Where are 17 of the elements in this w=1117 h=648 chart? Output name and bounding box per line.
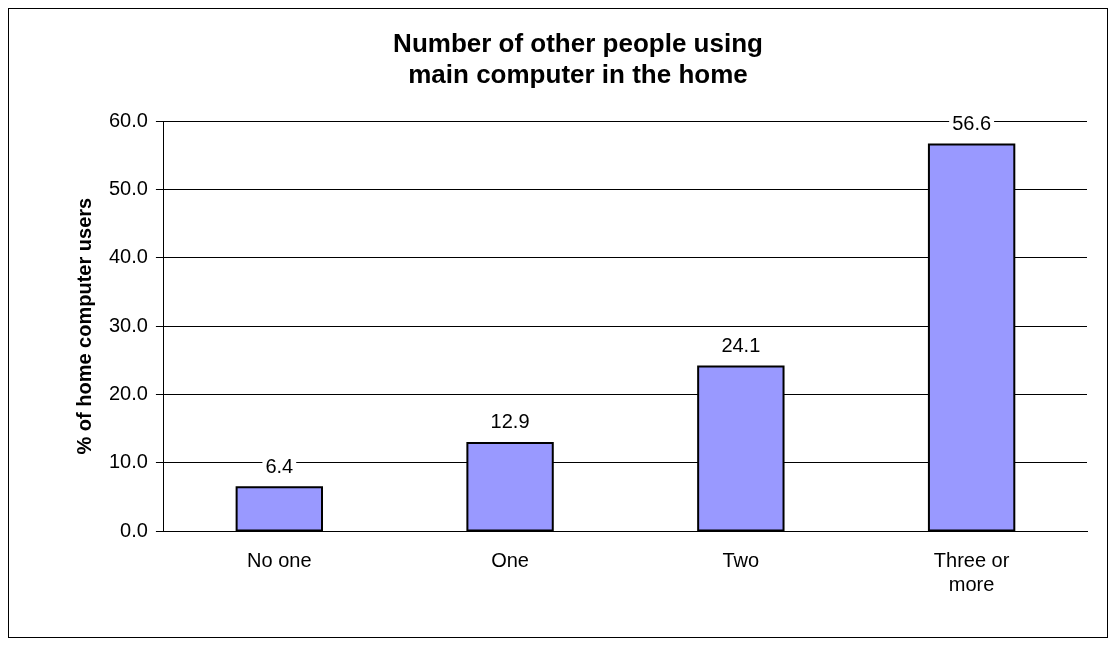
- x-tick-label: No one: [247, 548, 312, 571]
- x-tick-label: One: [491, 548, 529, 571]
- data-label: 56.6: [952, 112, 992, 135]
- x-tick-label: Two: [722, 548, 760, 571]
- chart-title: Number of other people using main computer in the home: [393, 27, 763, 89]
- y-tick-label: 60.0: [108, 108, 148, 131]
- y-tick-label: 50.0: [108, 177, 148, 200]
- x-tick-label: Three or more: [933, 548, 1010, 595]
- data-label: 24.1: [721, 333, 761, 356]
- y-tick-label: 10.0: [108, 450, 148, 473]
- data-label: 6.4: [265, 454, 294, 477]
- y-tick-label: 0.0: [120, 518, 148, 541]
- y-tick-label: 40.0: [108, 245, 148, 268]
- y-axis-title: % of home computer users: [72, 197, 95, 455]
- data-label: 12.9: [490, 410, 530, 433]
- y-tick-label: 30.0: [108, 313, 148, 336]
- y-tick-label: 20.0: [108, 381, 148, 404]
